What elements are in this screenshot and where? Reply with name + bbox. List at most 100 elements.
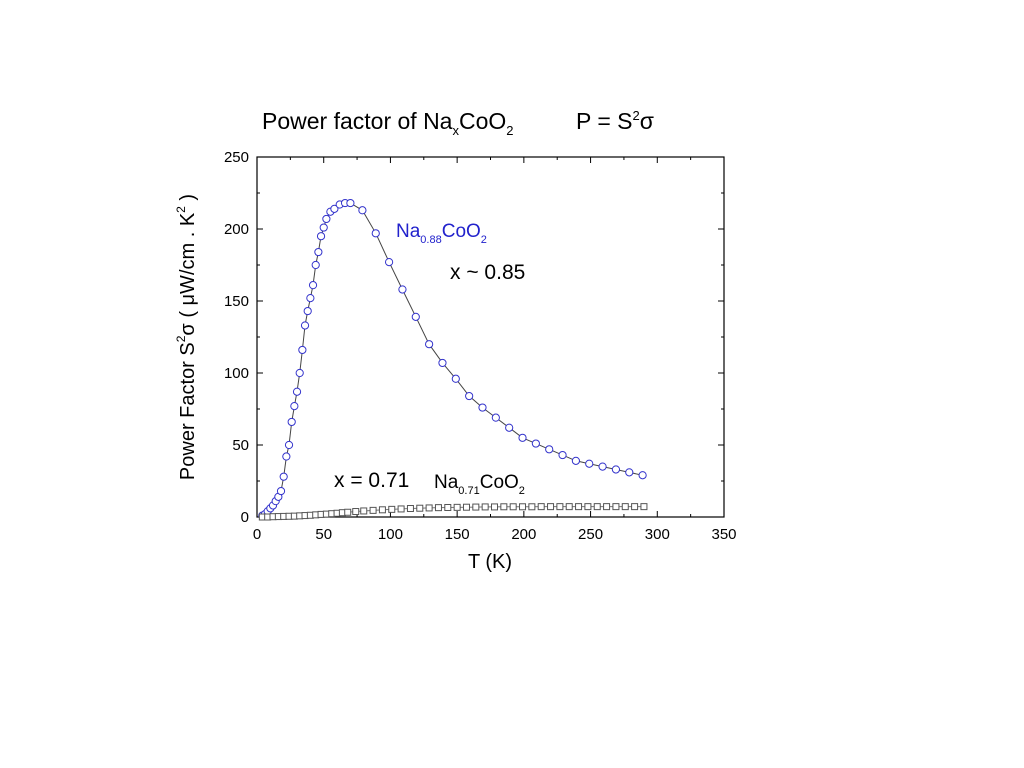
x-tick-label: 100 (378, 526, 403, 543)
series-1-point (295, 368, 304, 378)
series-2-point (360, 507, 368, 515)
x-tick-label: 350 (711, 526, 736, 543)
series-1-point (300, 321, 310, 330)
y-tick-label: 0 (241, 509, 249, 526)
series-1-point (598, 462, 607, 471)
series-2-point (500, 503, 508, 511)
series-2-point (556, 503, 564, 511)
series-2-point (575, 503, 583, 511)
x-tick-label: 0 (253, 526, 261, 543)
series-2-point (397, 505, 405, 513)
title-subscript-x: x (452, 123, 459, 138)
series-2-point (509, 503, 517, 511)
y-tick-label: 150 (224, 293, 249, 310)
y-label-sup: 2 (174, 335, 188, 342)
series-2-point (584, 503, 592, 511)
series-1-point (306, 294, 315, 303)
series-1-point (398, 285, 407, 294)
series-1-point (311, 260, 320, 270)
series-1-point (518, 433, 527, 442)
series-1-point (322, 214, 331, 224)
series-1-point (491, 413, 500, 422)
series-1-point (314, 247, 323, 257)
series-2-point (528, 503, 536, 511)
series-2-point (593, 503, 601, 511)
series-1-point (425, 340, 434, 349)
series-1-point (371, 229, 380, 238)
na71-mid: CoO (480, 472, 519, 493)
series-1-point (282, 452, 291, 461)
y-label-close: ) (177, 194, 199, 206)
series-2-point (378, 506, 386, 514)
series-1-point (279, 472, 288, 481)
series-1-point (438, 358, 447, 368)
chart-title: Power factor of NaxCoO2 (262, 108, 514, 138)
x-tick-label: 250 (578, 526, 603, 543)
series-1-point (411, 312, 420, 321)
na71-sub2: 2 (519, 485, 525, 497)
series-1-point (319, 223, 328, 232)
na88-pre: Na (396, 221, 421, 242)
series-2-point (416, 504, 424, 512)
series-2-point (612, 503, 620, 511)
series-1-point (292, 387, 302, 396)
na88-sub1: 0.88 (420, 234, 441, 246)
formula-sigma: σ (639, 108, 654, 134)
series-1-point (316, 232, 326, 241)
x-tick-label: 300 (645, 526, 670, 543)
formula-lhs: P = S (576, 108, 633, 134)
series-1-point (451, 374, 460, 383)
series-2-point (537, 503, 545, 511)
series-2-point (640, 503, 648, 511)
x-tick-label: 200 (511, 526, 536, 543)
series-1-point (531, 439, 540, 448)
series-1-point (298, 345, 307, 355)
series-1-point (284, 440, 294, 450)
series-2-point (519, 503, 527, 511)
series-2-point (603, 503, 611, 511)
na71-pre: Na (434, 472, 459, 493)
series-1-point (346, 198, 355, 208)
series-layer (258, 198, 648, 521)
series-2-point (434, 504, 442, 512)
series-2-point (369, 506, 377, 514)
y-tick-label: 250 (224, 149, 249, 166)
series-1-point (558, 450, 567, 460)
y-label-sym: σ ( μW/cm . K (177, 212, 199, 335)
y-label-main: Power Factor S (177, 342, 199, 480)
series-1-point (290, 402, 299, 411)
series-1-point (276, 486, 286, 496)
formula-superscript: 2 (632, 108, 640, 123)
na88-sub2: 2 (481, 234, 487, 246)
series-2-point (481, 503, 489, 511)
title-compound: CoO (458, 108, 507, 134)
series-2-point (344, 508, 352, 516)
annotation-na071-coo2: Na0.71CoO2 (434, 472, 525, 497)
power-formula: P = S2σ (576, 108, 654, 135)
series-1-point (625, 468, 634, 477)
series-1-point (611, 465, 621, 474)
annotation-na088-coo2: Na0.88CoO2 (396, 221, 487, 246)
title-text: Power factor of Na (262, 108, 453, 134)
series-1-point (330, 204, 339, 213)
series-2-point (621, 503, 629, 511)
series-2-point (388, 505, 396, 513)
series-2-point (491, 503, 499, 511)
series-2-point (444, 503, 452, 511)
title-subscript-2: 2 (506, 123, 514, 138)
series-1-point (303, 306, 312, 316)
y-axis-label: Power Factor S2σ ( μW/cm . K2 ) (174, 194, 199, 480)
series-2-point (472, 503, 480, 511)
x-tick-label: 150 (445, 526, 470, 543)
series-2-point (547, 503, 555, 511)
annotation-x-071: x = 0.71 (334, 469, 409, 492)
series-1-point (638, 471, 647, 480)
na88-mid: CoO (442, 221, 481, 242)
series-1-point (571, 456, 580, 465)
series-1-point (287, 417, 296, 427)
series-2-point (462, 503, 470, 511)
series-1-point (465, 391, 474, 401)
y-axis-ticks: 0 50 100 150 200 250 (224, 149, 724, 526)
series-2-point (631, 503, 639, 511)
